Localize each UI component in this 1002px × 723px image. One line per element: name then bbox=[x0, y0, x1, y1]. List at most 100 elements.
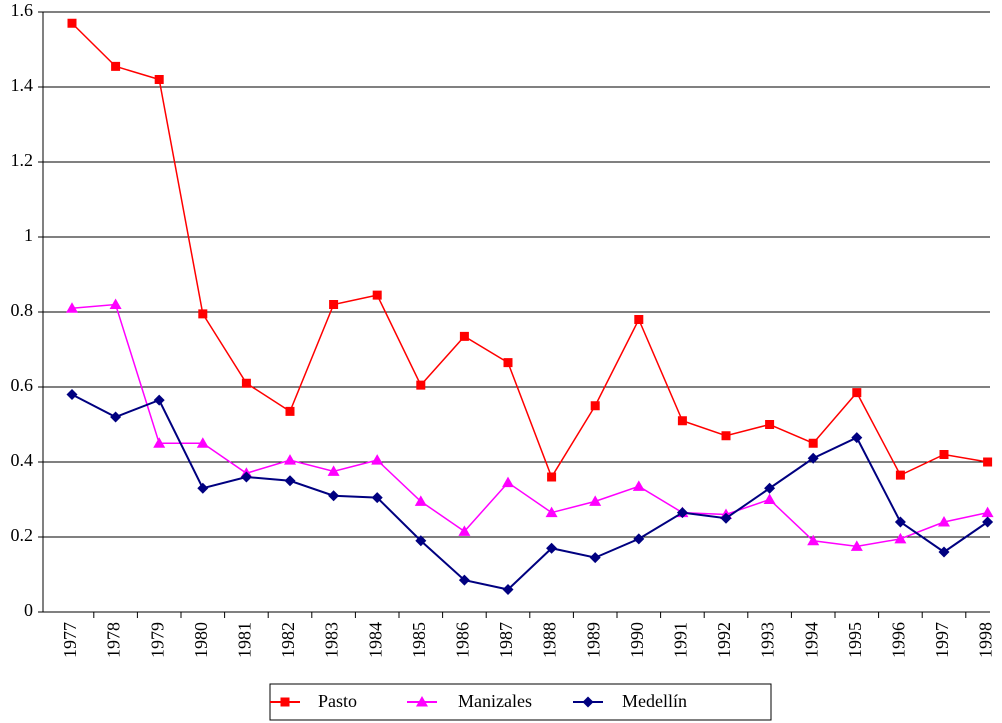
x-tick-label: 1983 bbox=[322, 622, 342, 658]
data-point bbox=[894, 532, 907, 544]
data-point bbox=[502, 476, 514, 488]
data-point bbox=[414, 495, 427, 506]
legend-box bbox=[269, 683, 772, 721]
data-point bbox=[634, 315, 644, 324]
x-tick-label: 1989 bbox=[583, 622, 603, 658]
y-tick-label: 0.2 bbox=[11, 525, 34, 545]
x-tick-label: 1995 bbox=[845, 622, 865, 658]
data-point bbox=[895, 470, 905, 480]
data-point bbox=[894, 516, 906, 528]
data-point bbox=[851, 432, 863, 444]
data-point bbox=[808, 438, 818, 448]
data-point bbox=[197, 482, 209, 494]
data-point bbox=[111, 61, 121, 71]
data-point bbox=[938, 516, 950, 527]
data-point bbox=[589, 495, 602, 506]
data-point bbox=[329, 300, 339, 309]
data-point bbox=[154, 75, 164, 84]
data-point bbox=[110, 411, 122, 423]
data-point bbox=[676, 507, 688, 519]
data-point bbox=[503, 358, 513, 368]
data-point bbox=[372, 290, 382, 300]
x-tick-label: 1979 bbox=[147, 622, 167, 658]
data-point bbox=[633, 533, 645, 545]
data-point bbox=[850, 540, 863, 551]
data-point bbox=[371, 492, 383, 504]
data-point bbox=[590, 401, 600, 411]
data-point bbox=[416, 380, 426, 390]
data-point bbox=[285, 406, 295, 416]
data-point bbox=[458, 574, 470, 586]
data-point bbox=[415, 535, 427, 547]
series-line bbox=[71, 303, 988, 548]
data-point bbox=[459, 331, 469, 341]
x-tick-label: 1998 bbox=[976, 622, 996, 658]
x-tick-label: 1992 bbox=[714, 622, 734, 658]
x-tick-label: 1982 bbox=[278, 622, 298, 658]
data-point bbox=[240, 471, 252, 483]
data-point bbox=[109, 298, 122, 309]
x-tick-label: 1994 bbox=[801, 622, 821, 658]
series-line bbox=[71, 393, 989, 591]
data-point bbox=[545, 506, 558, 518]
data-point bbox=[67, 18, 77, 28]
legend-label: Medellín bbox=[622, 691, 687, 711]
data-point bbox=[66, 389, 78, 400]
x-tick-label: 1978 bbox=[104, 622, 124, 658]
data-point bbox=[371, 454, 384, 465]
y-tick-label: 0.8 bbox=[11, 300, 34, 320]
y-tick-label: 0.6 bbox=[11, 375, 34, 395]
x-tick-label: 1990 bbox=[627, 622, 647, 658]
data-point bbox=[458, 525, 471, 536]
y-tick-label: 0.4 bbox=[11, 450, 34, 470]
x-tick-label: 1993 bbox=[758, 622, 778, 658]
legend-label: Pasto bbox=[318, 691, 357, 711]
data-point bbox=[807, 534, 820, 546]
data-point bbox=[852, 388, 862, 398]
y-tick-label: 1 bbox=[24, 225, 33, 245]
x-tick-label: 1984 bbox=[365, 622, 385, 658]
data-point bbox=[589, 552, 601, 564]
data-point bbox=[546, 542, 558, 554]
data-point bbox=[328, 490, 340, 502]
y-tick-label: 1.6 bbox=[11, 0, 34, 20]
data-point bbox=[153, 394, 165, 406]
series-line bbox=[71, 22, 988, 479]
data-point bbox=[939, 450, 949, 459]
data-point bbox=[547, 472, 557, 482]
y-tick-label: 1.4 bbox=[11, 75, 34, 95]
x-tick-label: 1996 bbox=[889, 622, 909, 658]
data-point bbox=[721, 431, 731, 441]
legend-marker bbox=[582, 696, 594, 708]
data-point bbox=[981, 506, 994, 518]
data-point bbox=[720, 512, 732, 524]
data-point bbox=[632, 480, 645, 491]
x-tick-label: 1977 bbox=[60, 622, 80, 658]
x-tick-label: 1991 bbox=[671, 622, 691, 658]
data-point bbox=[241, 378, 251, 388]
data-point bbox=[765, 420, 775, 429]
x-tick-label: 1981 bbox=[235, 622, 255, 658]
x-tick-label: 1985 bbox=[409, 622, 429, 658]
x-tick-label: 1997 bbox=[932, 622, 952, 658]
legend-marker bbox=[416, 696, 428, 707]
legend-marker bbox=[280, 697, 290, 707]
x-tick-label: 1986 bbox=[453, 622, 473, 658]
legend-label: Manizales bbox=[458, 691, 532, 711]
data-point bbox=[284, 475, 296, 487]
data-point bbox=[153, 437, 166, 448]
data-point bbox=[677, 416, 687, 426]
data-point bbox=[284, 454, 296, 465]
data-point bbox=[763, 493, 776, 504]
data-point bbox=[196, 437, 209, 448]
x-tick-label: 1988 bbox=[540, 622, 560, 658]
data-point bbox=[502, 584, 514, 595]
y-tick-label: 1.2 bbox=[11, 150, 34, 170]
x-tick-label: 1987 bbox=[496, 622, 516, 658]
data-point bbox=[807, 452, 819, 464]
y-tick-label: 0 bbox=[24, 600, 33, 620]
data-point bbox=[327, 465, 340, 476]
x-tick-label: 1980 bbox=[191, 622, 211, 658]
data-point bbox=[938, 546, 950, 558]
